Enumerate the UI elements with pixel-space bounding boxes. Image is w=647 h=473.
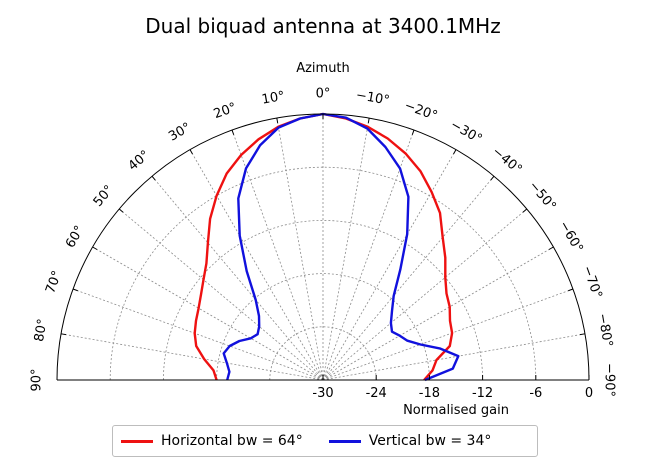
radial-tick-label: -6 <box>529 386 542 401</box>
grid-spoke <box>276 117 324 381</box>
chart-title: Dual biquad antenna at 3400.1MHz <box>145 14 500 38</box>
grid-spoke <box>189 149 324 381</box>
grid-spoke <box>322 208 528 381</box>
angle-tick-mark <box>72 288 78 292</box>
series-line-0 <box>193 112 454 381</box>
angle-tick-label: 10° <box>261 89 286 108</box>
angle-tick-label: −60° <box>556 219 586 256</box>
grid-spoke <box>60 333 324 381</box>
legend: Horizontal bw = 64° Vertical bw = 34° <box>112 425 538 457</box>
angle-tick-label: 30° <box>166 120 193 145</box>
radial-tick-label: -24 <box>366 386 387 401</box>
grid-spoke <box>322 149 457 381</box>
angle-tick-mark <box>568 288 574 292</box>
angle-tick-mark <box>490 175 495 181</box>
radial-tick-label: -30 <box>312 386 333 401</box>
angle-tick-mark <box>411 129 415 135</box>
angle-tick-mark <box>151 175 156 181</box>
angle-tick-mark <box>92 246 98 250</box>
radial-tick-label: -18 <box>419 386 440 401</box>
radial-tick-labels: -30 -24 -18 -12 -6 0 <box>312 386 593 401</box>
angle-tick-mark <box>189 149 193 155</box>
angle-tick-label: −30° <box>448 117 485 147</box>
angle-tick-mark <box>522 208 528 213</box>
angle-tick-label: 20° <box>212 100 239 122</box>
legend-item-vertical: Vertical bw = 34° <box>328 433 492 449</box>
angle-tick-label: −50° <box>525 178 558 214</box>
grid-spoke <box>322 117 370 381</box>
legend-swatch-horizontal <box>121 439 153 443</box>
grid-spoke <box>118 208 324 381</box>
angle-tick-label: 50° <box>91 183 117 210</box>
angle-tick-label: 0° <box>316 87 331 102</box>
grid-spoke <box>92 246 324 381</box>
grid-spoke <box>322 246 554 381</box>
angle-tick-mark <box>231 129 235 135</box>
grid-spoke <box>151 175 324 381</box>
angle-tick-mark <box>548 246 554 250</box>
angle-tick-label: −70° <box>579 264 605 301</box>
radial-tick-label: -12 <box>472 386 493 401</box>
legend-label-vertical: Vertical bw = 34° <box>368 433 492 449</box>
angle-tick-label: 90° <box>30 368 45 391</box>
radial-axis-label: Normalised gain <box>403 403 509 418</box>
angle-tick-mark <box>579 333 586 336</box>
grid-ring <box>109 166 537 381</box>
grid-ring <box>216 273 430 381</box>
legend-label-horizontal: Horizontal bw = 64° <box>161 433 303 449</box>
angle-tick-label: 70° <box>43 269 65 296</box>
angle-tick-label: 80° <box>32 318 51 343</box>
angle-tick-label: −90° <box>602 363 617 397</box>
angle-tick-label: 60° <box>63 223 88 250</box>
legend-swatch-vertical <box>328 439 361 443</box>
grid-spoke <box>322 333 586 381</box>
angle-tick-label: −20° <box>402 98 439 124</box>
angle-tick-label: 40° <box>126 148 153 174</box>
grid-spoke <box>231 129 324 381</box>
grid-spoke <box>72 288 324 381</box>
grid-spoke <box>322 175 495 381</box>
radial-tick-label: 0 <box>585 386 593 401</box>
frame <box>56 113 590 381</box>
angle-tick-mark <box>118 208 124 213</box>
angle-axis-label: Azimuth <box>296 61 350 76</box>
angle-tick-label: −40° <box>489 144 525 177</box>
angle-tick-mark <box>453 149 457 155</box>
angle-tick-mark <box>276 117 279 124</box>
grid-spoke <box>322 129 415 381</box>
legend-item-horizontal: Horizontal bw = 64° <box>121 433 303 449</box>
grid <box>60 114 586 381</box>
grid-spoke <box>322 288 574 381</box>
series-line-1 <box>222 112 460 382</box>
angle-tick-mark <box>367 117 370 124</box>
angle-tick-label: −80° <box>594 312 615 348</box>
grid-ring <box>163 220 483 381</box>
angle-tick-label: −10° <box>355 88 391 109</box>
angle-tick-mark <box>60 333 67 336</box>
